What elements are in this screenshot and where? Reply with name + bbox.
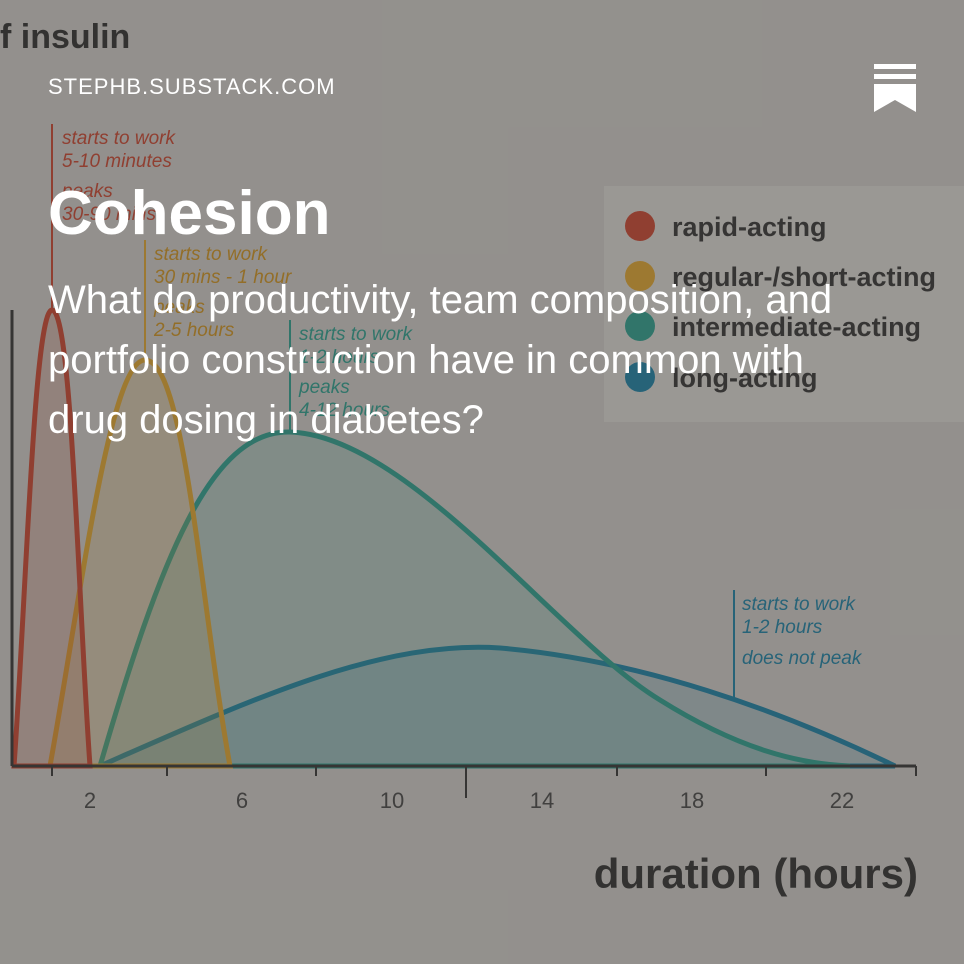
svg-text:starts to work: starts to work: [299, 324, 413, 345]
bookmark-icon[interactable]: [872, 64, 918, 114]
legend-label-intermediate: intermediate-acting: [672, 312, 921, 342]
svg-text:1-2 hours: 1-2 hours: [742, 617, 823, 638]
x-tick-6: 6: [236, 788, 248, 813]
x-axis-label: duration (hours): [594, 850, 918, 897]
svg-text:does not peak: does not peak: [742, 648, 863, 669]
svg-text:starts to work: starts to work: [742, 594, 856, 615]
svg-text:peaks: peaks: [153, 297, 205, 318]
svg-text:starts to work: starts to work: [154, 244, 268, 265]
site-name[interactable]: STEPHB.SUBSTACK.COM: [48, 74, 336, 99]
svg-text:5-10 minutes: 5-10 minutes: [62, 151, 172, 172]
svg-text:30 mins - 1 hour: 30 mins - 1 hour: [154, 267, 292, 288]
curve-rapid-acting: [11, 307, 93, 769]
svg-text:1-2 hours: 1-2 hours: [299, 347, 380, 368]
post-title: Cohesion: [48, 179, 331, 248]
svg-text:peaks: peaks: [61, 181, 113, 202]
bg-chart-title: f insulin: [0, 18, 130, 56]
x-tick-2: 2: [84, 788, 96, 813]
svg-text:4-12 hours: 4-12 hours: [299, 400, 390, 421]
svg-text:2-5 hours: 2-5 hours: [153, 320, 235, 341]
curve-intermediate-acting: [96, 429, 851, 769]
post-subtitle: What do productivity, team composition, …: [48, 278, 833, 442]
svg-text:starts to work: starts to work: [62, 128, 176, 149]
x-tick-14: 14: [530, 788, 554, 813]
curve-long-acting: [98, 644, 897, 769]
legend-label-long: long-acting: [672, 363, 817, 393]
legend-label-regular: regular-/short-acting: [672, 262, 936, 292]
x-tick-22: 22: [830, 788, 854, 813]
legend-label-rapid: rapid-acting: [672, 212, 827, 242]
svg-text:peaks: peaks: [298, 377, 350, 398]
x-tick-10: 10: [380, 788, 404, 813]
bg-legend: rapid-acting regular-/short-acting inter…: [625, 211, 936, 393]
svg-text:30-90 mins: 30-90 mins: [62, 204, 156, 225]
x-tick-18: 18: [680, 788, 704, 813]
